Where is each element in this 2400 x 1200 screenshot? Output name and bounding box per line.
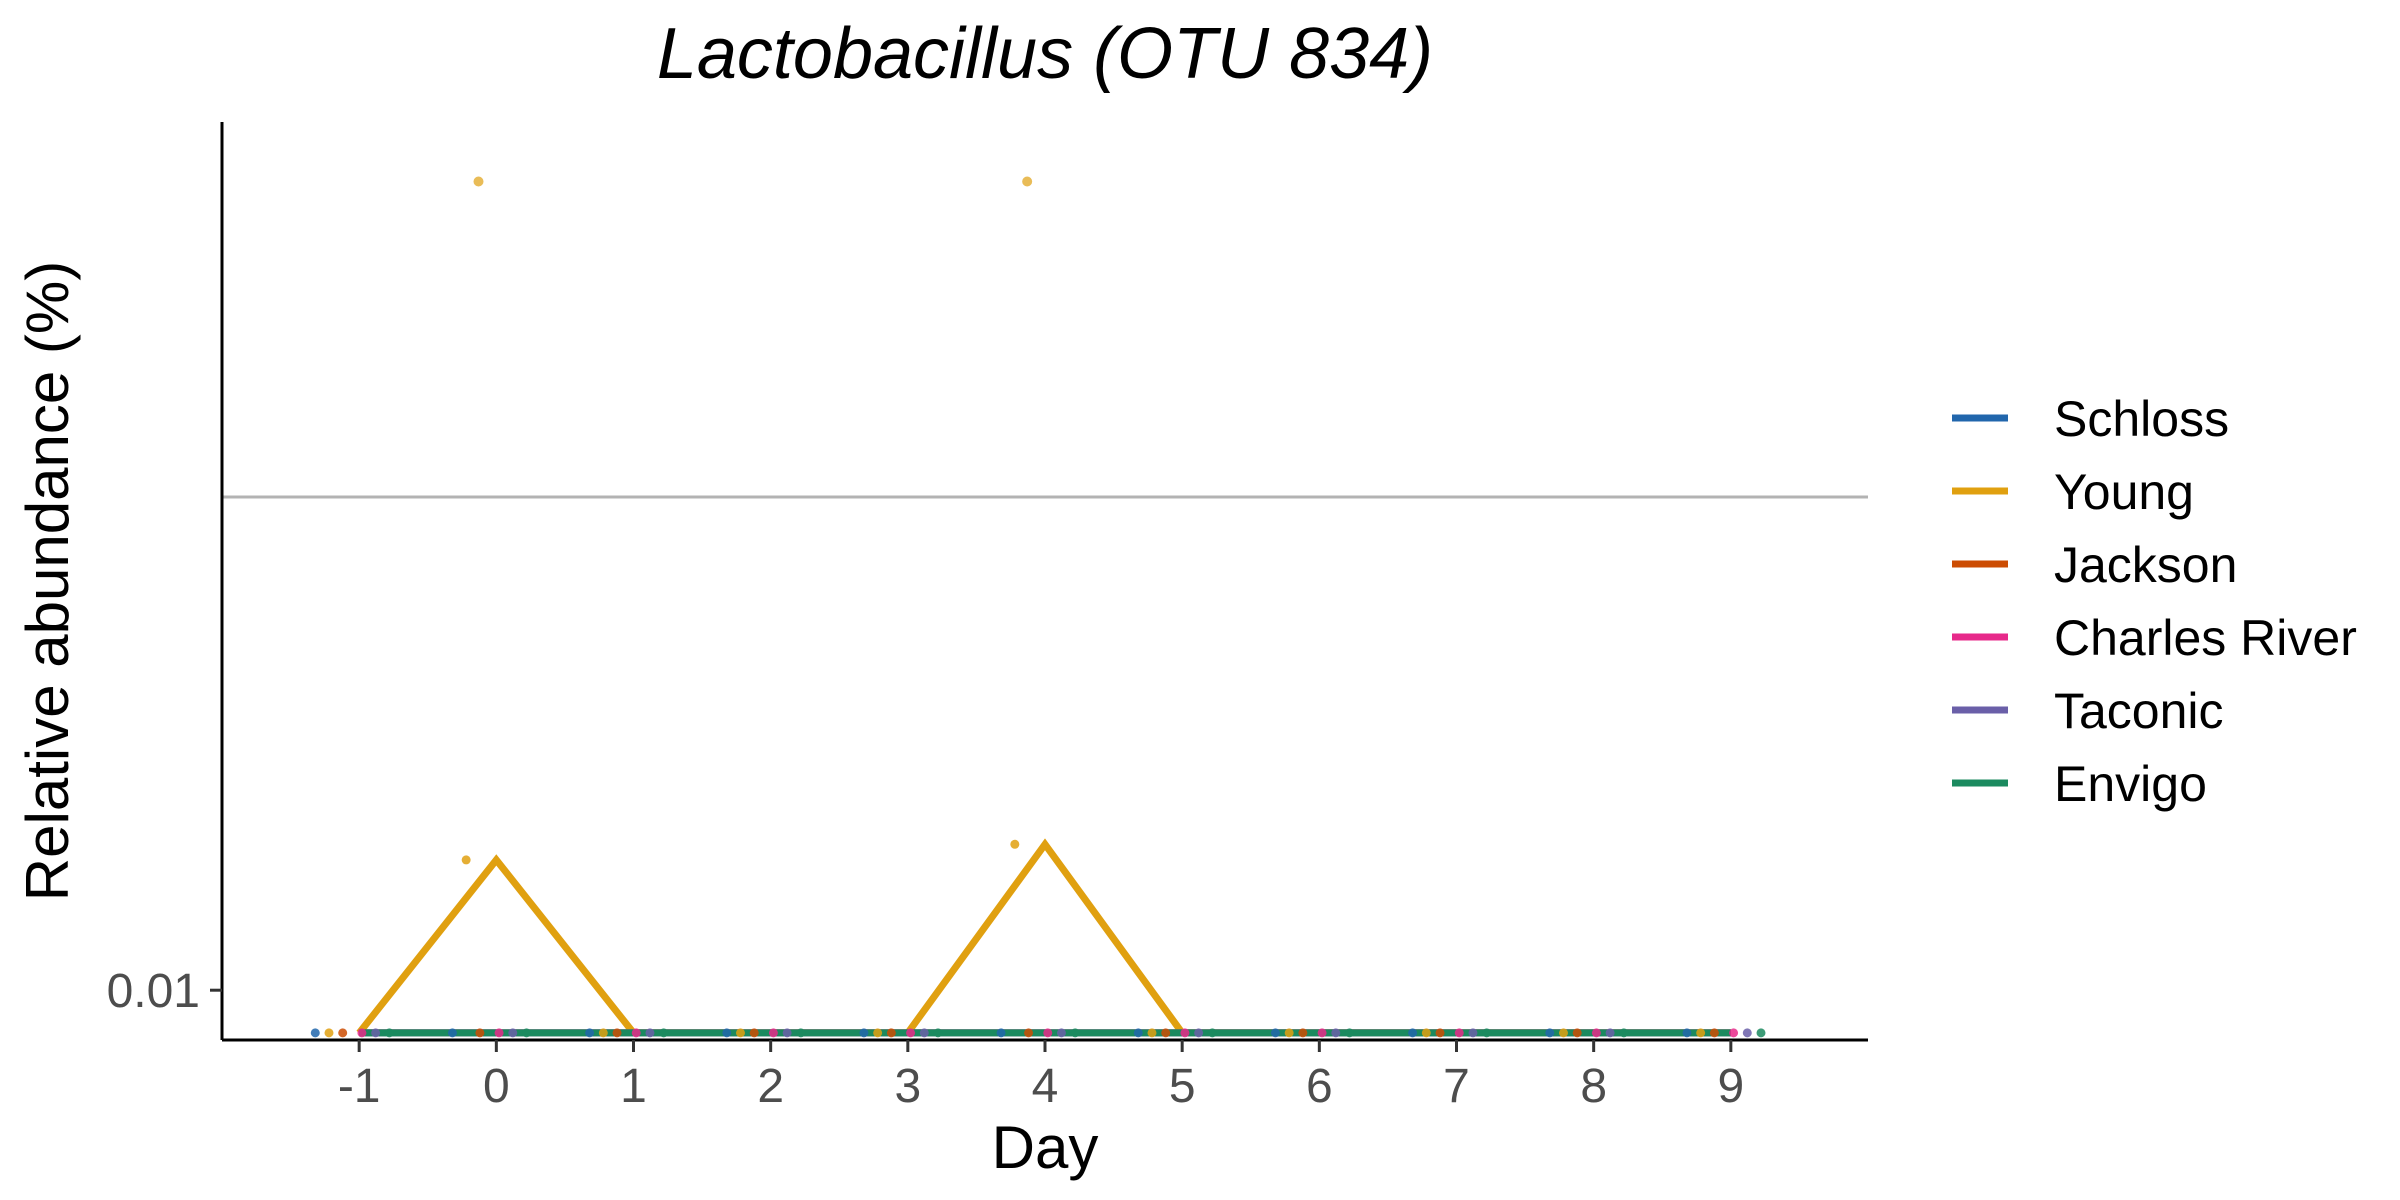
x-ticks: -1 0 1 2 3 4 5 6 7 8 9 bbox=[338, 1040, 1744, 1113]
data-point-jackson bbox=[1572, 1028, 1582, 1038]
data-point-envigo bbox=[384, 1028, 394, 1038]
data-point-schloss bbox=[1133, 1028, 1143, 1038]
data-point-envigo bbox=[933, 1028, 943, 1038]
data-point-taconic bbox=[919, 1028, 929, 1038]
x-tick-label: 9 bbox=[1717, 1060, 1744, 1113]
data-point-envigo bbox=[1619, 1028, 1629, 1038]
points-layer bbox=[310, 176, 1766, 1038]
data-point-schloss bbox=[1545, 1028, 1555, 1038]
data-point-schloss bbox=[859, 1028, 869, 1038]
data-point-envigo bbox=[796, 1028, 806, 1038]
data-point-charles-river bbox=[1317, 1028, 1327, 1038]
data-point-charles-river bbox=[1180, 1028, 1190, 1038]
data-point-young bbox=[1284, 1028, 1294, 1038]
data-point-envigo bbox=[1345, 1028, 1355, 1038]
x-tick-label: 2 bbox=[757, 1060, 784, 1113]
data-point-charles-river bbox=[1729, 1028, 1739, 1038]
data-point-schloss bbox=[447, 1028, 457, 1038]
data-point-jackson bbox=[1161, 1028, 1171, 1038]
data-point-young bbox=[1421, 1028, 1431, 1038]
data-point-taconic bbox=[1331, 1028, 1341, 1038]
data-point-envigo bbox=[1756, 1028, 1766, 1038]
data-point-taconic bbox=[371, 1028, 381, 1038]
data-point-jackson bbox=[1709, 1028, 1719, 1038]
data-point-schloss bbox=[585, 1028, 595, 1038]
data-point-young bbox=[461, 855, 471, 865]
data-point-envigo bbox=[1482, 1028, 1492, 1038]
data-point-envigo bbox=[522, 1028, 532, 1038]
data-point-young bbox=[735, 1028, 745, 1038]
outlier-point-young bbox=[1022, 176, 1033, 187]
legend-label-young: Young bbox=[2054, 464, 2194, 520]
data-point-jackson bbox=[749, 1028, 759, 1038]
legend-label-charles-river: Charles River bbox=[2054, 610, 2357, 666]
data-point-jackson bbox=[886, 1028, 896, 1038]
data-point-schloss bbox=[1682, 1028, 1692, 1038]
data-point-young bbox=[598, 1028, 608, 1038]
y-ticks: 0.01 bbox=[107, 965, 222, 1018]
x-axis-title: Day bbox=[992, 1114, 1099, 1181]
data-point-taconic bbox=[1194, 1028, 1204, 1038]
data-point-charles-river bbox=[906, 1028, 916, 1038]
data-point-jackson bbox=[1298, 1028, 1308, 1038]
y-tick-label: 0.01 bbox=[107, 965, 200, 1018]
data-point-envigo bbox=[1207, 1028, 1217, 1038]
data-point-taconic bbox=[1605, 1028, 1615, 1038]
data-point-charles-river bbox=[631, 1028, 641, 1038]
data-point-envigo bbox=[1070, 1028, 1080, 1038]
data-point-schloss bbox=[1408, 1028, 1418, 1038]
legend-label-schloss: Schloss bbox=[2054, 391, 2229, 447]
x-tick-label: 3 bbox=[894, 1060, 921, 1113]
x-tick-label: -1 bbox=[338, 1060, 381, 1113]
data-point-schloss bbox=[722, 1028, 732, 1038]
data-point-schloss bbox=[996, 1028, 1006, 1038]
data-point-taconic bbox=[1056, 1028, 1066, 1038]
data-point-young bbox=[324, 1028, 334, 1038]
legend-label-taconic: Taconic bbox=[2054, 683, 2224, 739]
x-tick-label: 4 bbox=[1032, 1060, 1059, 1113]
data-point-charles-river bbox=[1043, 1028, 1053, 1038]
data-point-jackson bbox=[612, 1028, 622, 1038]
data-point-young bbox=[1147, 1028, 1157, 1038]
data-point-young bbox=[1558, 1028, 1568, 1038]
data-point-taconic bbox=[1742, 1028, 1752, 1038]
data-point-jackson bbox=[1435, 1028, 1445, 1038]
y-axis-title: Relative abundance (%) bbox=[14, 261, 81, 901]
data-point-charles-river bbox=[768, 1028, 778, 1038]
data-point-jackson bbox=[1024, 1028, 1034, 1038]
data-point-taconic bbox=[508, 1028, 518, 1038]
outlier-point-young bbox=[473, 176, 484, 187]
data-point-charles-river bbox=[1454, 1028, 1464, 1038]
data-point-jackson bbox=[475, 1028, 485, 1038]
legend-label-envigo: Envigo bbox=[2054, 756, 2207, 812]
legend-label-jackson: Jackson bbox=[2054, 537, 2237, 593]
x-tick-label: 8 bbox=[1580, 1060, 1607, 1113]
data-point-charles-river bbox=[357, 1028, 367, 1038]
data-point-jackson bbox=[338, 1028, 348, 1038]
data-point-young bbox=[1696, 1028, 1706, 1038]
data-point-schloss bbox=[310, 1028, 320, 1038]
axes-layer bbox=[220, 122, 1868, 1042]
data-point-charles-river bbox=[494, 1028, 504, 1038]
series-layer bbox=[356, 838, 1731, 1037]
x-tick-label: 5 bbox=[1169, 1060, 1196, 1113]
x-tick-label: 1 bbox=[620, 1060, 647, 1113]
data-point-young bbox=[873, 1028, 883, 1038]
x-tick-label: 6 bbox=[1306, 1060, 1333, 1113]
chart-title: Lactobacillus (OTU 834) bbox=[657, 14, 1433, 94]
data-point-taconic bbox=[1468, 1028, 1478, 1038]
legend: Schloss Young Jackson Charles River Taconic E… bbox=[1952, 391, 2357, 812]
data-point-young bbox=[1010, 839, 1020, 849]
series-line-young bbox=[356, 838, 1731, 1037]
data-point-taconic bbox=[782, 1028, 792, 1038]
x-tick-label: 7 bbox=[1443, 1060, 1470, 1113]
data-point-taconic bbox=[645, 1028, 655, 1038]
x-tick-label: 0 bbox=[483, 1060, 510, 1113]
data-point-charles-river bbox=[1591, 1028, 1601, 1038]
data-point-envigo bbox=[659, 1028, 669, 1038]
data-point-schloss bbox=[1270, 1028, 1280, 1038]
